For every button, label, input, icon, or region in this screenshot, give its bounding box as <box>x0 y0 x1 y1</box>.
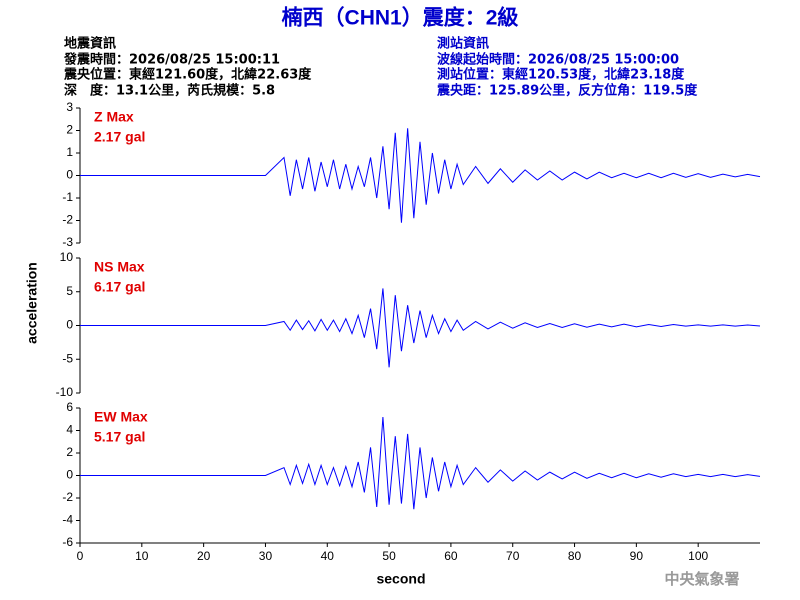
waveform <box>80 416 761 510</box>
y-tick-label: 10 <box>60 250 74 264</box>
y-tick-label: -6 <box>62 535 73 549</box>
panel-label: Z Max <box>94 109 134 125</box>
waveform <box>80 128 761 223</box>
y-tick-label: 0 <box>66 318 73 332</box>
x-tick-label: 0 <box>77 549 84 563</box>
panel-label: EW Max <box>94 409 148 425</box>
info-line: 測站位置：東經120.53度，北緯23.18度 <box>437 67 685 83</box>
x-axis-title: second <box>376 571 425 587</box>
x-tick-label: 70 <box>506 549 520 563</box>
x-tick-label: 60 <box>444 549 458 563</box>
panel-max: 6.17 gal <box>94 279 145 295</box>
x-tick-label: 20 <box>197 549 211 563</box>
x-tick-label: 40 <box>321 549 335 563</box>
y-tick-label: 5 <box>66 284 73 298</box>
y-tick-label: -3 <box>62 235 73 249</box>
info-line: 地震資訊 <box>64 36 116 52</box>
info-line: 測站資訊 <box>437 36 489 52</box>
panel-max: 2.17 gal <box>94 129 145 145</box>
y-tick-label: -1 <box>62 190 73 204</box>
x-tick-label: 30 <box>259 549 273 563</box>
y-tick-label: 3 <box>66 100 73 114</box>
info-line: 震央位置：東經121.60度，北緯22.63度 <box>63 67 312 83</box>
x-tick-label: 100 <box>688 549 708 563</box>
y-tick-label: -2 <box>62 213 73 227</box>
panel-max: 5.17 gal <box>94 429 145 445</box>
y-tick-label: 0 <box>66 468 73 482</box>
y-tick-label: -2 <box>62 490 73 504</box>
x-tick-label: 80 <box>568 549 582 563</box>
y-tick-label: -4 <box>62 513 73 527</box>
y-tick-label: 0 <box>66 168 73 182</box>
x-tick-label: 10 <box>135 549 149 563</box>
footer: 中央氣象署 <box>664 570 739 588</box>
x-tick-label: 50 <box>382 549 396 563</box>
y-tick-label: 2 <box>66 123 73 137</box>
y-tick-label: 6 <box>66 400 73 414</box>
chart-title: 楠西（CHN1）震度：2級 <box>282 6 519 30</box>
y-tick-label: 1 <box>66 145 73 159</box>
y-tick-label: -10 <box>56 385 74 399</box>
info-line: 發震時間：2026/08/25 15:00:11 <box>63 52 280 68</box>
y-tick-label: -5 <box>62 351 73 365</box>
panel-label: NS Max <box>94 259 145 275</box>
info-line: 波線起始時間：2026/08/25 15:00:00 <box>437 52 679 68</box>
info-line: 深 度：13.1公里，芮氏規模：5.8 <box>64 83 275 99</box>
y-axis-title: acceleration <box>24 262 40 344</box>
info-line: 震央距：125.89公里，反方位角：119.5度 <box>436 83 698 99</box>
y-tick-label: 2 <box>66 445 73 459</box>
x-tick-label: 90 <box>630 549 644 563</box>
y-tick-label: 4 <box>66 423 73 437</box>
waveform <box>80 288 761 368</box>
